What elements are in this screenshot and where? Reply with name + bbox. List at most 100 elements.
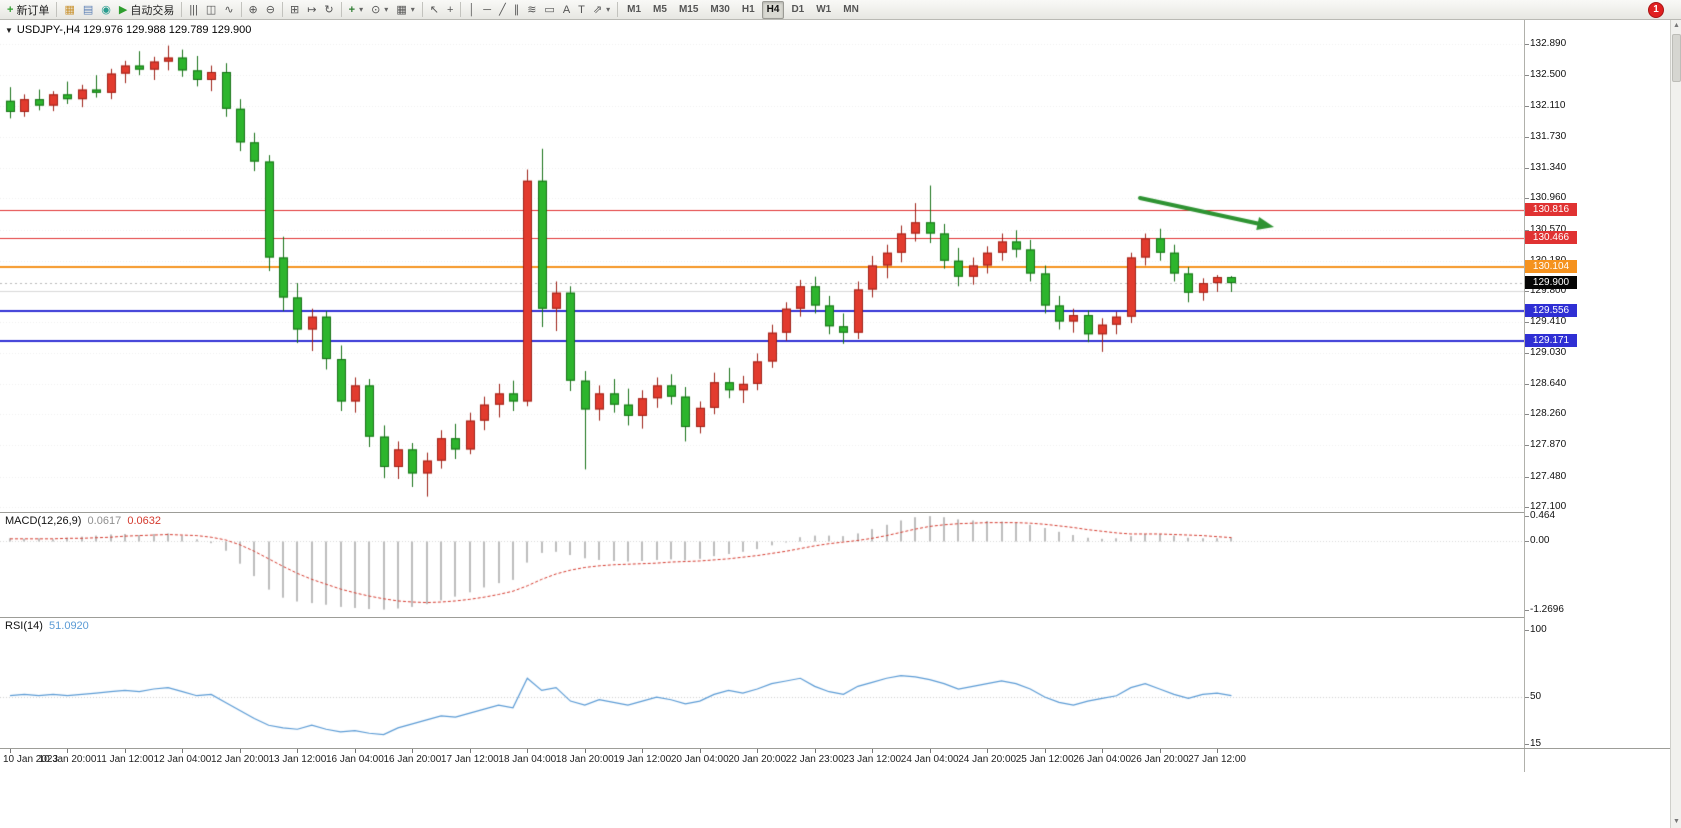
macd-axis-label: 0.464 [1530, 509, 1556, 521]
time-axis-label: 18 Jan 20:00 [555, 754, 614, 765]
charts-button[interactable]: ▦ [60, 0, 78, 20]
zoom-out-button[interactable]: ⊖ [262, 0, 279, 20]
scrollbar-thumb[interactable] [1672, 34, 1681, 82]
timeframe-m5-button[interactable]: M5 [653, 3, 667, 15]
time-axis-tick [1159, 749, 1161, 753]
timeframe-w1-button[interactable]: W1 [816, 3, 832, 15]
toolbar-separator [181, 2, 183, 17]
timeframe-mn-button[interactable]: MN [843, 3, 859, 15]
toolbar-separator [421, 2, 423, 17]
time-axis-tick [10, 749, 11, 753]
time-axis-label: 22 Jan 23:00 [785, 754, 844, 765]
periods-button[interactable]: ⊙ ▾ [367, 0, 392, 20]
channel-icon: ∥ [513, 3, 520, 16]
rsi-axis-label: 50 [1530, 691, 1542, 703]
time-axis[interactable]: 10 Jan 2023 10 Jan 20:00 11 Jan 12:00 12 Ja… [0, 748, 1524, 774]
text-button[interactable]: A [559, 0, 574, 20]
price-axis-label: 127.100 [1530, 501, 1567, 512]
toolbar: + 新订单 ▦ ▤ ◉ ▶ 自动交易 ||| ◫ ∿ ⊕ ⊖ ⊞ ↦ ↻ + ▾ ⊙ ▾ ▦ ▾ ↖ + │ ─ ╱ ∥ ≋ ▭ A T ⇗ ▾… [0, 0, 1681, 20]
line-chart-button[interactable]: ∿ [220, 0, 237, 20]
price-axis[interactable]: 132.890 132.500 132.110 131.730 131.340 130.9… [1524, 20, 1671, 772]
timeframe-m1-button[interactable]: M1 [627, 3, 642, 15]
vertical-line-button[interactable]: │ [464, 0, 479, 20]
time-axis-label: 16 Jan 04:00 [325, 754, 384, 765]
price-axis-tick [1525, 476, 1529, 478]
auto-trading-button[interactable]: ▶ 自动交易 [115, 0, 178, 20]
price-axis-tick [1525, 445, 1529, 447]
macd-axis-tick [1525, 609, 1529, 611]
tile-windows-button[interactable]: ⊞ [286, 0, 303, 20]
fibonacci-button[interactable]: ≋ [523, 0, 540, 20]
macd-panel[interactable] [0, 513, 1524, 617]
label-button[interactable]: T [574, 0, 589, 20]
line-price-badge: 130.816 [1525, 202, 1577, 216]
price-axis-tick [1525, 136, 1529, 138]
candlestick-chart-icon: ◫ [205, 3, 217, 16]
time-axis-label: 23 Jan 12:00 [843, 754, 902, 765]
trendline-button[interactable]: ╱ [495, 0, 510, 20]
timeframe-m15-button[interactable]: M15 [678, 3, 699, 15]
notification-badge[interactable]: 1 [1648, 1, 1664, 18]
scroll-up-icon[interactable]: ▲ [1673, 22, 1680, 29]
new-order-button[interactable]: + 新订单 [3, 0, 53, 20]
time-axis-separator [0, 748, 1670, 749]
time-axis-tick [699, 749, 701, 753]
chart-title: USDJPY-,H4 129.976 129.988 129.789 129.9… [16, 24, 252, 36]
horizontal-line-icon: ─ [483, 3, 492, 16]
time-axis-tick [124, 749, 126, 753]
price-axis-label: 132.110 [1530, 100, 1566, 112]
crosshair-icon: + [446, 3, 454, 16]
bar-chart-button[interactable]: ||| [185, 0, 202, 20]
time-axis-tick [67, 749, 69, 753]
templates-button[interactable]: ▦ ▾ [392, 0, 418, 20]
time-axis-tick [814, 749, 816, 753]
timeframe-h4-button[interactable]: H4 [761, 0, 785, 19]
time-axis-tick [757, 749, 759, 753]
candlestick-chart[interactable] [0, 20, 1524, 512]
timeframe-d1-button[interactable]: D1 [791, 3, 805, 15]
shapes-button[interactable]: ▭ [540, 0, 558, 20]
rsi-axis-label: 15 [1530, 738, 1542, 749]
pane-splitter[interactable] [0, 617, 1670, 618]
trendline-icon: ╱ [499, 3, 506, 16]
price-axis-tick [1525, 44, 1529, 45]
market-watch-button[interactable]: ◉ [97, 0, 115, 20]
price-axis-tick [1525, 322, 1529, 324]
chart-shift-icon: ↦ [307, 3, 317, 16]
auto-scroll-icon: ↻ [324, 3, 334, 16]
new-order-button-label: 新订单 [16, 4, 50, 17]
price-axis-tick [1525, 507, 1529, 508]
time-axis-tick [872, 749, 874, 753]
collapse-arrow-icon[interactable]: ▼ [5, 25, 13, 35]
channel-button[interactable]: ∥ [510, 0, 524, 20]
auto-scroll-button[interactable]: ↻ [320, 0, 337, 20]
rsi-panel[interactable] [0, 618, 1524, 748]
timeframe-h1-button[interactable]: H1 [741, 3, 755, 15]
horizontal-line-button[interactable]: ─ [479, 0, 495, 20]
toolbar-separator [340, 2, 342, 17]
chart-shift-button[interactable]: ↦ [303, 0, 320, 20]
cursor-icon: ↖ [429, 3, 439, 16]
auto-trading-icon: ▶ [118, 3, 128, 16]
price-axis-label: 132.500 [1530, 69, 1567, 81]
timeframe-m30-button[interactable]: M30 [710, 3, 730, 15]
candlestick-chart-button[interactable]: ◫ [202, 0, 220, 20]
zoom-in-button[interactable]: ⊕ [245, 0, 262, 20]
rsi-axis-tick [1525, 697, 1529, 699]
time-axis-tick [987, 749, 989, 753]
price-axis-label: 127.480 [1530, 470, 1567, 482]
text-icon: A [562, 3, 571, 16]
profile-button[interactable]: ▤ [79, 0, 97, 20]
scroll-down-icon[interactable]: ▼ [1673, 818, 1680, 825]
indicators-button[interactable]: + ▾ [345, 0, 367, 20]
crosshair-button[interactable]: + [443, 0, 457, 20]
arrows-button[interactable]: ⇗ ▾ [589, 0, 614, 20]
time-axis-label: 25 Jan 12:00 [1015, 754, 1074, 765]
cursor-button[interactable]: ↖ [426, 0, 443, 20]
macd-axis-tick [1525, 541, 1529, 542]
time-axis-label: 10 Jan 20:00 [38, 754, 97, 765]
vertical-scrollbar[interactable]: ▲ ▼ [1670, 20, 1681, 828]
pane-splitter[interactable] [0, 512, 1670, 513]
price-axis-label: 127.870 [1530, 439, 1567, 451]
